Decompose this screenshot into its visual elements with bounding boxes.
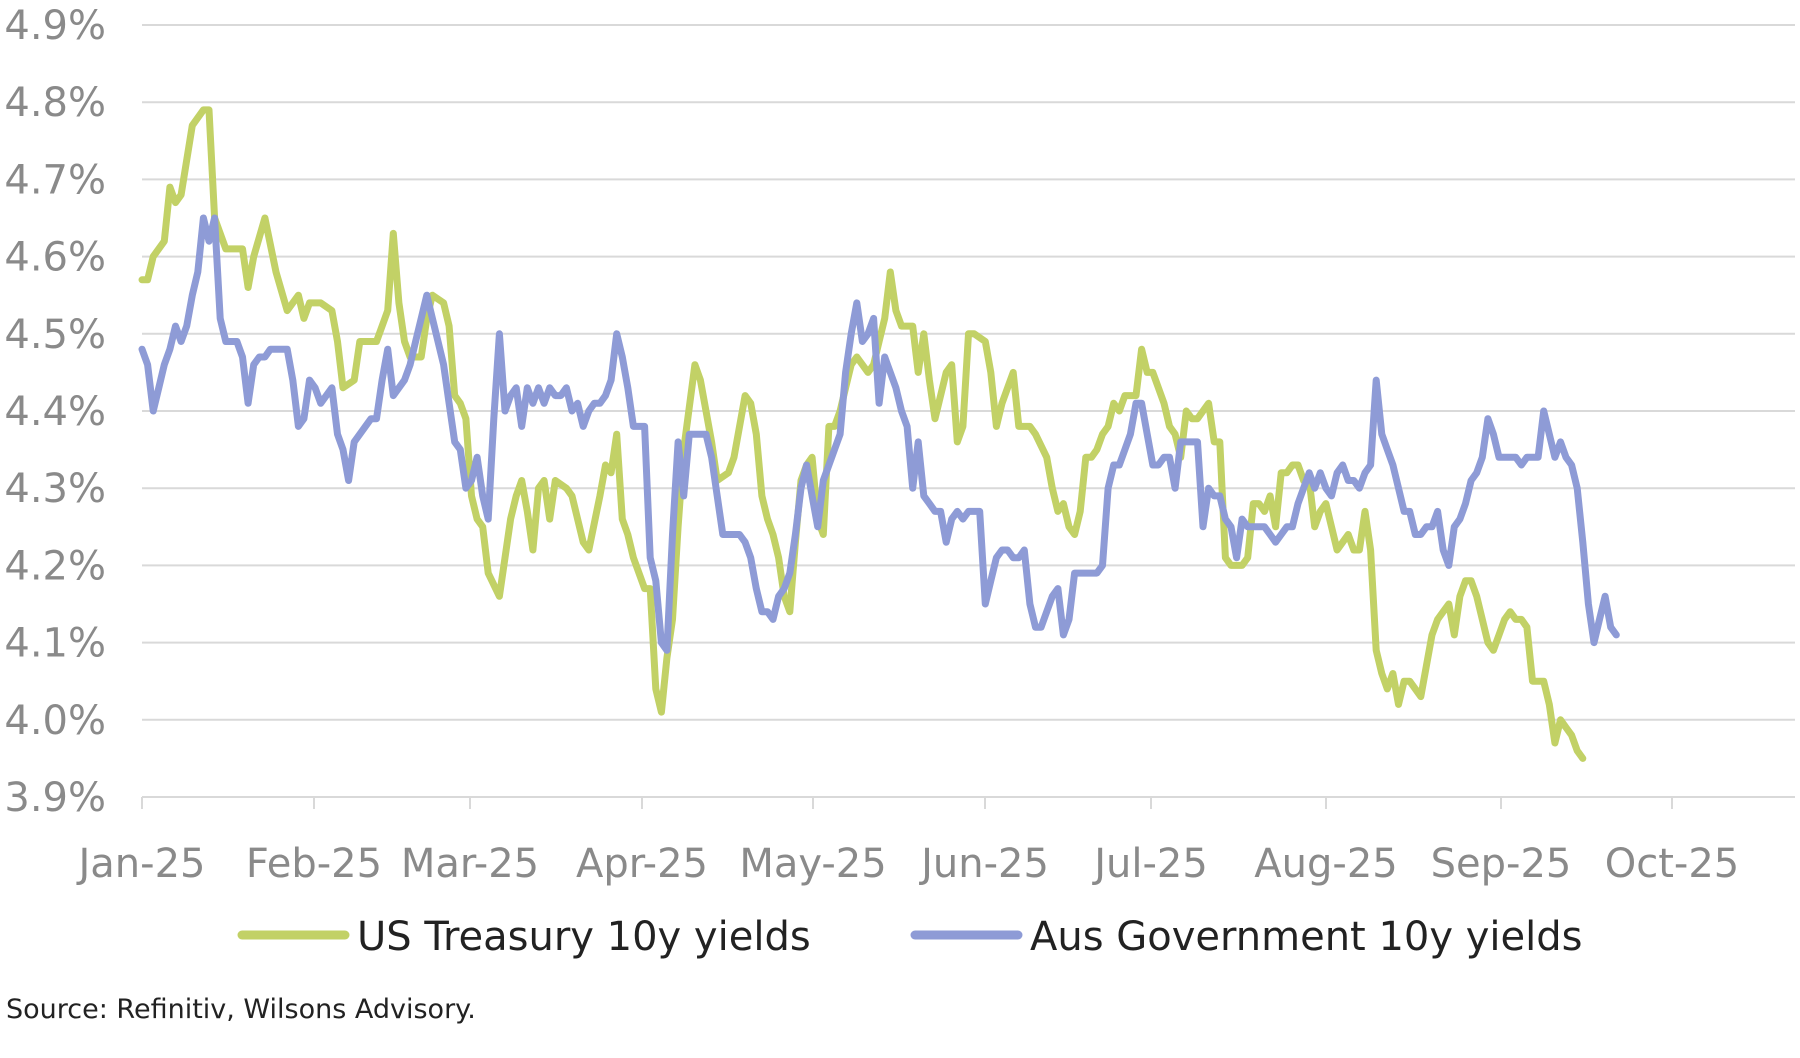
y-tick-label: 4.0%: [4, 698, 106, 744]
y-tick-label: 4.1%: [4, 621, 106, 667]
x-tick-label: Feb-25: [246, 841, 382, 887]
y-tick-label: 4.7%: [4, 157, 106, 203]
y-tick-label: 3.9%: [4, 775, 106, 821]
x-tick-label: Jun-25: [918, 841, 1049, 887]
y-tick-label: 4.4%: [4, 389, 106, 435]
x-tick-label: Sep-25: [1431, 841, 1572, 887]
x-tick-label: Mar-25: [401, 841, 539, 887]
x-tick-label: May-25: [739, 841, 886, 887]
series-lines: [138, 106, 1620, 762]
x-tick-label: Jan-25: [76, 841, 206, 887]
y-tick-label: 4.6%: [4, 235, 106, 281]
x-tick-label: Jul-25: [1091, 841, 1208, 887]
x-tick-label: Oct-25: [1605, 841, 1740, 887]
legend: US Treasury 10y yields Aus Government 10…: [237, 914, 1582, 960]
y-tick-label: 4.5%: [4, 312, 106, 358]
legend-label-us-treasury: US Treasury 10y yields: [357, 914, 811, 960]
y-tick-label: 4.8%: [4, 80, 106, 126]
y-tick-label: 4.9%: [4, 3, 106, 49]
y-axis-tick-labels: 3.9% 4.0% 4.1% 4.2% 4.3% 4.4% 4.5% 4.6% 4.7% 4.8%…: [4, 3, 106, 821]
series-line-aus-government: [138, 214, 1620, 654]
x-tick-label: Aug-25: [1254, 841, 1397, 887]
x-axis: Jan-25 Feb-25 Mar-25 Apr-25 May-25 Jun-25 Jul-…: [76, 796, 1795, 887]
legend-label-aus-government: Aus Government 10y yields: [1030, 914, 1582, 960]
x-tick-label: Apr-25: [576, 841, 708, 887]
y-tick-label: 4.2%: [4, 543, 106, 589]
y-tick-label: 4.3%: [4, 466, 106, 512]
source-note: Source: Refinitiv, Wilsons Advisory.: [6, 994, 476, 1025]
